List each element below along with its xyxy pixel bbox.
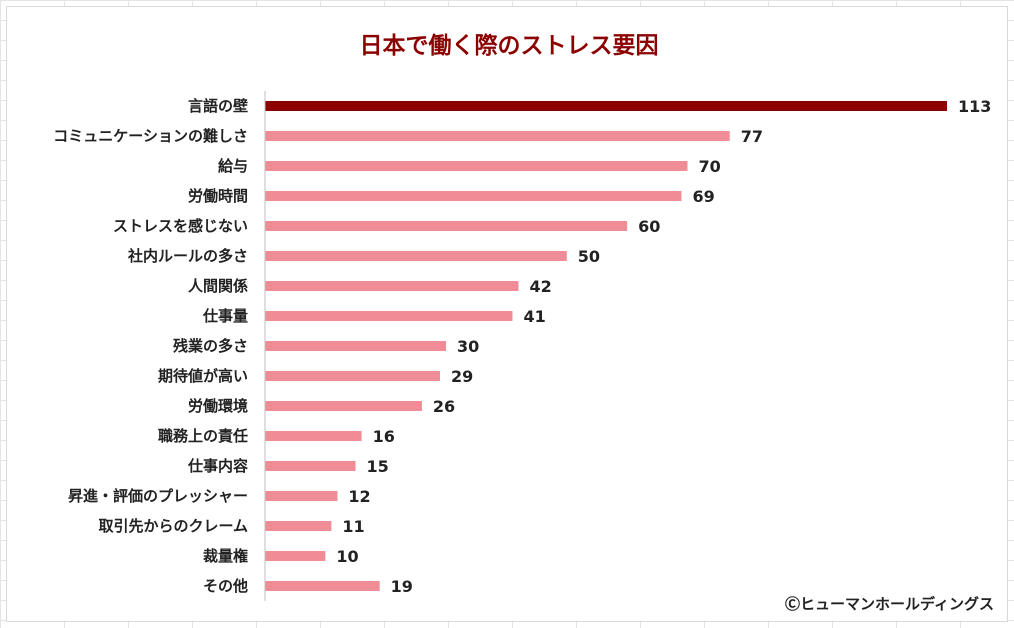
category-label: 残業の多さ xyxy=(173,337,248,355)
bar xyxy=(265,461,356,471)
bar-chart: 日本で働く際のストレス要因 言語の壁 113 コミュニケーションの難しさ 77 給与 70… xyxy=(53,32,994,613)
bar xyxy=(265,311,513,321)
value-label: 77 xyxy=(741,127,763,146)
category-label: 言語の壁 xyxy=(188,97,248,115)
value-label: 41 xyxy=(523,307,545,326)
bar xyxy=(265,581,380,591)
value-label: 50 xyxy=(578,247,600,266)
bar xyxy=(265,131,730,141)
bar xyxy=(265,161,688,171)
value-label: 12 xyxy=(348,487,370,506)
bar xyxy=(265,191,682,201)
bar xyxy=(265,551,326,561)
value-label: 30 xyxy=(457,337,479,356)
bar xyxy=(265,281,519,291)
value-label: 16 xyxy=(373,427,395,446)
bar xyxy=(265,221,628,231)
value-label: 70 xyxy=(698,157,720,176)
category-label: 仕事量 xyxy=(202,307,248,325)
chart-title: 日本で働く際のストレス要因 xyxy=(360,32,659,59)
category-label: 人間関係 xyxy=(188,277,248,295)
bar xyxy=(265,371,441,381)
category-label: 取引先からのクレーム xyxy=(98,517,248,535)
value-label: 19 xyxy=(391,577,413,596)
category-label: 期待値が高い xyxy=(158,367,248,385)
category-label: 労働時間 xyxy=(188,187,248,205)
bar xyxy=(265,491,338,501)
category-label: コミュニケーションの難しさ xyxy=(53,127,248,145)
category-label: 昇進・評価のプレッシャー xyxy=(68,487,248,505)
value-label: 11 xyxy=(342,517,364,536)
value-label: 15 xyxy=(367,457,389,476)
category-label: 仕事内容 xyxy=(187,457,248,475)
value-label: 113 xyxy=(958,97,991,116)
bars-group: 言語の壁 113 コミュニケーションの難しさ 77 給与 70 労働時間 69 ストレスを感じな… xyxy=(53,97,991,596)
value-label: 69 xyxy=(692,187,714,206)
chart-area[interactable]: 日本で働く際のストレス要因 言語の壁 113 コミュニケーションの難しさ 77 給与 70… xyxy=(6,6,1008,622)
value-label: 42 xyxy=(529,277,551,296)
bar xyxy=(265,521,332,531)
category-label: 社内ルールの多さ xyxy=(127,247,248,265)
category-label: 裁量権 xyxy=(203,547,248,565)
category-label: ストレスを感じない xyxy=(113,217,248,235)
bar xyxy=(265,341,447,351)
category-label: その他 xyxy=(203,577,248,595)
bar xyxy=(265,101,947,111)
category-label: 職務上の責任 xyxy=(158,427,248,445)
value-label: 10 xyxy=(336,547,358,566)
value-label: 60 xyxy=(638,217,660,236)
value-label: 29 xyxy=(451,367,473,386)
category-label: 労働環境 xyxy=(188,397,248,415)
credit-text: Ⓒヒューマンホールディングス xyxy=(785,595,994,613)
category-label: 給与 xyxy=(218,157,248,175)
value-label: 26 xyxy=(433,397,455,416)
bar xyxy=(265,431,362,441)
bar xyxy=(265,401,422,411)
bar xyxy=(265,251,567,261)
